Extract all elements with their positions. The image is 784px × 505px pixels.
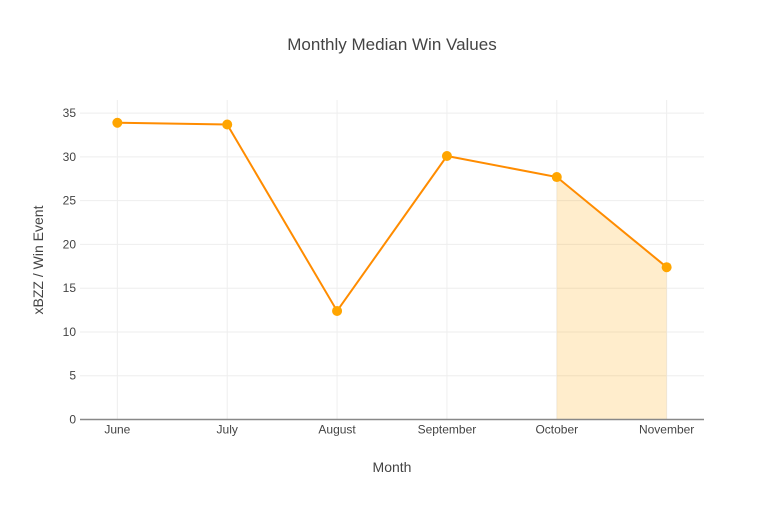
data-point bbox=[661, 262, 672, 273]
data-point bbox=[222, 119, 233, 130]
y-tick-label: 0 bbox=[69, 413, 76, 427]
highlight-area bbox=[556, 177, 667, 420]
y-tick-label: 25 bbox=[63, 194, 77, 208]
x-tick-label: September bbox=[418, 423, 477, 437]
data-point bbox=[441, 151, 452, 162]
y-tick-label: 35 bbox=[63, 106, 77, 120]
x-tick-label: November bbox=[639, 423, 694, 437]
data-point bbox=[112, 117, 123, 128]
x-tick-label: August bbox=[318, 423, 356, 437]
x-tick-labels: June July August September October November bbox=[104, 423, 694, 437]
y-tick-label: 30 bbox=[63, 150, 77, 164]
y-tick-label: 15 bbox=[63, 281, 77, 295]
y-tick-label: 5 bbox=[69, 369, 76, 383]
highlight-fill-area bbox=[556, 177, 667, 420]
data-point bbox=[332, 305, 343, 316]
chart-title: Monthly Median Win Values bbox=[287, 35, 496, 54]
x-tick-label: July bbox=[217, 423, 238, 437]
y-tick-labels: 0 5 10 15 20 25 30 35 bbox=[63, 106, 77, 426]
series-line bbox=[117, 121, 668, 313]
series-line-path bbox=[117, 121, 668, 313]
x-axis-title: Month bbox=[373, 459, 412, 475]
y-tick-label: 20 bbox=[63, 237, 77, 251]
markers bbox=[112, 117, 672, 316]
x-tick-label: June bbox=[104, 423, 130, 437]
x-tick-label: October bbox=[535, 423, 578, 437]
y-tick-label: 10 bbox=[63, 325, 77, 339]
data-point bbox=[551, 172, 562, 183]
y-axis-title: xBZZ / Win Event bbox=[30, 205, 46, 314]
